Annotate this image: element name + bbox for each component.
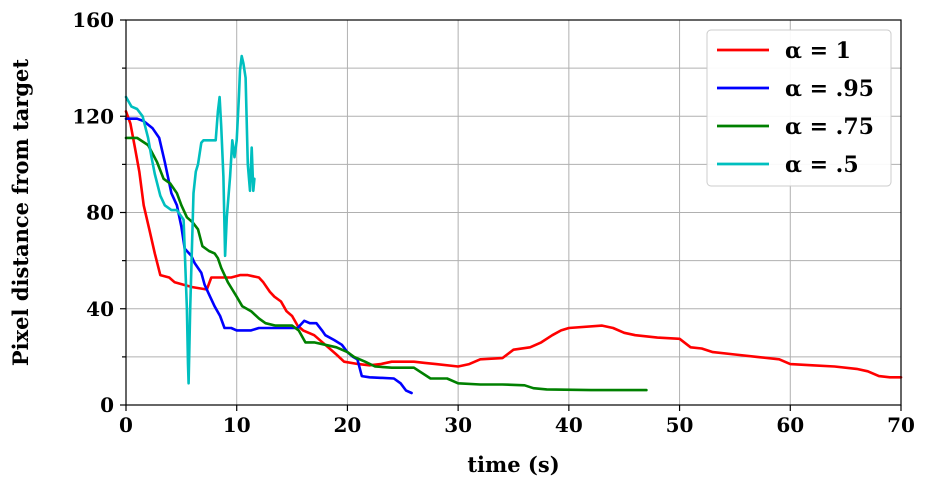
y-tick-label: 120 [72,104,114,128]
series-line-2 [124,117,413,395]
x-axis-title: time (s) [467,452,559,477]
x-tick-label: 50 [666,413,694,437]
y-axis-title: Pixel distance from target [8,59,33,367]
x-tick-label: 70 [887,413,915,437]
legend-label: α = 1 [785,38,851,64]
axis-ticks [120,19,902,411]
tick-labels: 0 10 20 30 40 50 60 70 0 40 80 120 160 [72,8,915,437]
x-tick-label: 10 [223,413,251,437]
x-tick-label: 0 [119,413,133,437]
series-lines [124,54,903,395]
legend-box [706,29,892,187]
y-tick-label: 40 [86,297,114,321]
y-tick-label: 80 [86,201,114,225]
series-line-4 [124,54,256,385]
legend-label: α = .5 [785,152,859,178]
series-line-3 [124,136,648,392]
x-tick-label: 20 [334,413,362,437]
x-tick-label: 60 [776,413,804,437]
y-tick-label: 160 [72,8,114,32]
x-tick-label: 30 [444,413,472,437]
x-tick-label: 40 [555,413,583,437]
series-line-1 [124,110,903,379]
legend: α = 1 α = .95 α = .75 α = .5 [706,29,892,187]
legend-label: α = .95 [785,76,874,102]
y-tick-label: 0 [100,393,114,417]
legend-label: α = .75 [785,114,874,140]
